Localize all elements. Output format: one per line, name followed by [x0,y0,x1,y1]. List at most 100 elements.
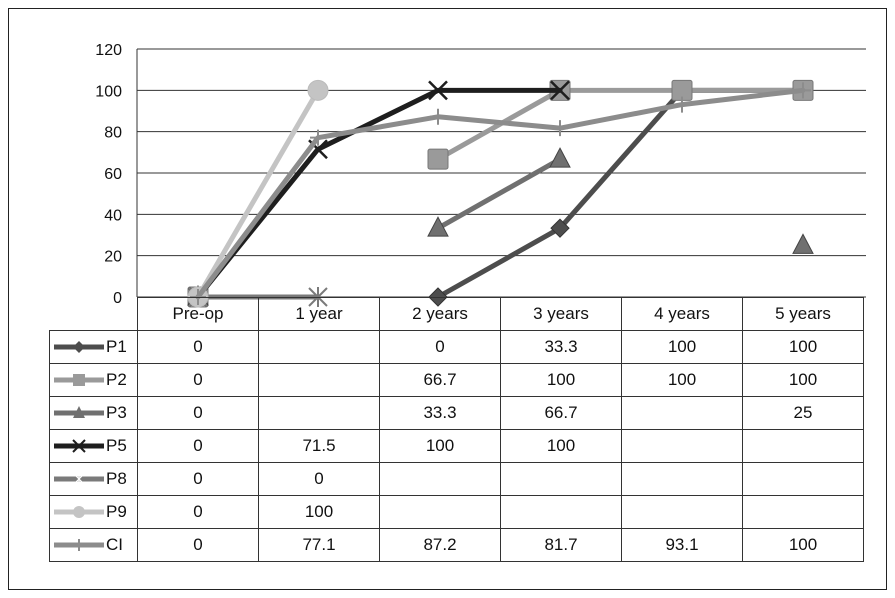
data-point [428,80,448,101]
legend-label: P1 [106,337,127,356]
series-line [195,87,563,300]
table-cell [742,429,864,463]
table-cell: 66.7 [500,396,622,430]
legend-entry: P3 [49,396,138,430]
y-tick-label: 80 [104,125,122,142]
x-tick-label: 2 years [379,297,501,331]
legend-marker [73,341,85,353]
table-cell [258,330,380,364]
data-point [552,120,568,137]
table-cell: 100 [258,495,380,529]
table-cell: 100 [742,363,864,397]
table-cell: 33.3 [500,330,622,364]
y-tick-label: 40 [104,207,122,224]
legend-label: P2 [106,370,127,389]
x-tick-label: 4 years [621,297,743,331]
legend-label: P9 [106,502,127,521]
table-cell: 0 [137,495,259,529]
series-line [435,156,563,231]
series-line [435,87,806,162]
table-corner [49,297,138,331]
chart-frame [8,8,887,590]
table-row: P1 0 0 33.3 100 100 [49,330,864,364]
table-cell: 100 [500,363,622,397]
table-cell: 0 [258,462,380,496]
data-point [792,233,814,254]
x-tick-label: Pre-op [137,297,259,331]
table-row: P5 0 71.5 100 100 [49,429,864,463]
x-tick-label: 1 year [258,297,380,331]
table-cell [742,495,864,529]
table-cell: 100 [379,429,501,463]
legend-swatch [54,439,104,453]
table-row: P8 0 0 [49,462,864,496]
table-cell: 25 [742,396,864,430]
table-cell [621,495,743,529]
table-cell [379,462,501,496]
table-cell: 87.2 [379,528,501,562]
y-tick-label: 100 [95,83,122,100]
legend-entry: P1 [49,330,138,364]
data-point [795,82,811,99]
legend-swatch [54,506,104,518]
legend-label: CI [106,535,123,554]
legend-marker [74,539,84,551]
table-row: P2 0 66.7 100 100 100 [49,363,864,397]
table-cell: 71.5 [258,429,380,463]
data-point [550,80,570,101]
y-tick-label: 20 [104,249,122,266]
legend-entry: P9 [49,495,138,529]
table-header-row: Pre-op 1 year 2 years 3 years 4 years 5 years [49,297,864,331]
x-tick-label: 5 years [742,297,864,331]
table-cell [500,462,622,496]
series-line [195,87,321,300]
legend-swatch [54,472,104,486]
table-cell: 77.1 [258,528,380,562]
x-tick-label: 3 years [500,297,622,331]
legend-entry: P2 [49,363,138,397]
table-cell [500,495,622,529]
table-cell: 100 [742,330,864,364]
legend-swatch [54,374,104,386]
data-point [427,216,449,237]
table-cell: 81.7 [500,528,622,562]
table-cell: 0 [379,330,501,364]
data-point [549,147,571,168]
table-cell: 0 [137,462,259,496]
table-cell [621,396,743,430]
legend-swatch [54,406,104,418]
table-cell: 0 [137,429,259,463]
y-tick-label: 60 [104,166,122,183]
legend-swatch [54,539,104,551]
table-cell: 0 [137,330,259,364]
data-point [427,148,449,170]
table-cell: 100 [500,429,622,463]
data-table: Pre-op 1 year 2 years 3 years 4 years 5 years… [49,297,864,562]
table-cell: 0 [137,363,259,397]
legend-swatch [54,341,104,353]
legend-entry: P8 [49,462,138,496]
series-line [195,87,806,300]
table-row: P3 0 33.3 66.7 25 [49,396,864,430]
table-cell [379,495,501,529]
table-cell [258,363,380,397]
table-cell [742,462,864,496]
legend-entry: CI [49,528,138,562]
table-row: CI 0 77.1 87.2 81.7 93.1 100 [49,528,864,562]
series-p9 [187,79,329,308]
table-row: P9 0 100 [49,495,864,529]
y-tick-label: 120 [95,42,122,59]
legend-marker [72,439,86,453]
table-cell: 100 [621,330,743,364]
data-point [430,108,446,125]
table-cell [621,462,743,496]
table-cell: 100 [621,363,743,397]
legend-label: P3 [106,403,127,422]
legend-marker [73,506,85,518]
table-cell: 93.1 [621,528,743,562]
legend-marker [73,406,85,418]
data-point [310,129,326,146]
data-point [307,79,329,101]
legend-marker [73,374,85,386]
table-cell [258,396,380,430]
